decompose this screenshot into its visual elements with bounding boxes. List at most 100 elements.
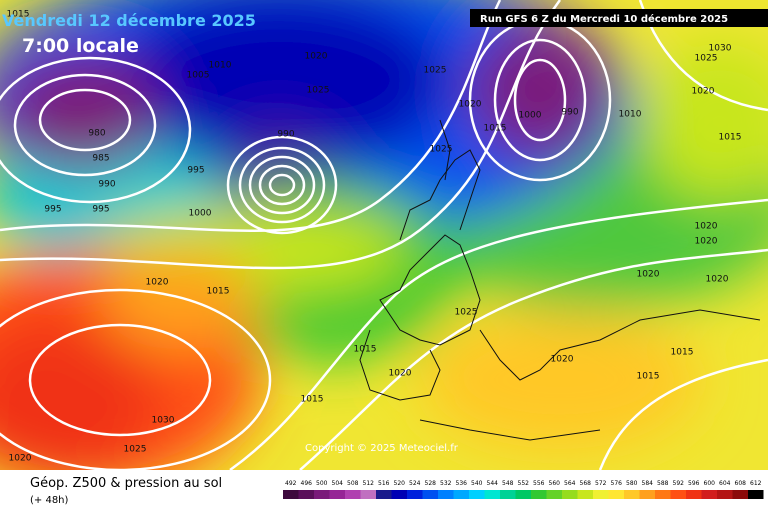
legend-swatch <box>562 490 578 499</box>
isobar-label: 1015 <box>354 345 377 355</box>
isobar-label: 990 <box>98 180 115 190</box>
isobar-label: 1015 <box>484 124 507 134</box>
legend-swatch <box>686 490 702 499</box>
isobar-label: 1020 <box>551 355 574 365</box>
legend-label: 604 <box>719 480 731 487</box>
coastlines <box>359 119 761 441</box>
isobar-label: 1025 <box>695 54 718 64</box>
legend-label: 500 <box>316 480 328 487</box>
isobar-label: 1000 <box>189 209 212 219</box>
copyright: Copyright © 2025 Meteociel.fr <box>305 443 459 454</box>
isobar-label: 1005 <box>187 71 210 81</box>
legend-swatch <box>376 490 392 499</box>
legend-label: 580 <box>626 480 638 487</box>
lead: (+ 48h) <box>30 495 69 506</box>
isobar-label: 1020 <box>692 87 715 97</box>
run-box <box>470 9 768 27</box>
legend-label: 576 <box>611 480 623 487</box>
legend-swatch <box>314 490 330 499</box>
legend-swatch <box>422 490 438 499</box>
legend-label: 512 <box>363 480 375 487</box>
isobar-label: 1020 <box>9 454 32 464</box>
legend-swatch <box>531 490 547 499</box>
legend-label: 540 <box>471 480 483 487</box>
legend-label: 536 <box>456 480 468 487</box>
legend-swatch <box>391 490 407 499</box>
isobar-label: 1015 <box>7 10 30 20</box>
legend-label: 524 <box>409 480 421 487</box>
isobar-label: 1015 <box>301 395 324 405</box>
legend-swatch <box>577 490 593 499</box>
legend-label: 560 <box>549 480 561 487</box>
legend-label: 528 <box>425 480 437 487</box>
legend-swatch <box>639 490 655 499</box>
isobar-label: 1000 <box>519 111 542 121</box>
legend-swatch <box>546 490 562 499</box>
isobar-label: 990 <box>561 108 578 118</box>
legend-swatch <box>329 490 345 499</box>
legend-label: 496 <box>301 480 313 487</box>
isobar-label: 1015 <box>637 372 660 382</box>
legend-swatch <box>469 490 485 499</box>
footer-title: Géop. Z500 & pression au sol <box>30 476 222 491</box>
isobar-label: 1025 <box>124 445 147 455</box>
legend-label: 596 <box>688 480 700 487</box>
legend-label: 552 <box>518 480 530 487</box>
date: Vendredi 12 décembre 2025 <box>2 11 256 30</box>
legend-label: 532 <box>440 480 452 487</box>
legend-swatch <box>670 490 686 499</box>
isobar-label: 1030 <box>709 44 732 54</box>
legend-label: 544 <box>487 480 499 487</box>
isobar-label: 1020 <box>706 275 729 285</box>
isobar-label: 1020 <box>637 270 660 280</box>
isobar-label: 1025 <box>430 145 453 155</box>
legend-label: 592 <box>673 480 685 487</box>
legend-swatch <box>515 490 531 499</box>
legend-swatch <box>624 490 640 499</box>
legend-swatch <box>407 490 423 499</box>
legend-label: 568 <box>580 480 592 487</box>
legend-swatch <box>438 490 454 499</box>
isobar-label: 1030 <box>152 416 175 426</box>
isobars <box>0 0 768 470</box>
isobar-label: 1015 <box>671 348 694 358</box>
isobar-label: 1010 <box>619 110 642 120</box>
isobar-label: 1025 <box>455 308 478 318</box>
legend-swatch <box>298 490 314 499</box>
isobar-label: 1020 <box>459 100 482 110</box>
legend-swatch <box>453 490 469 499</box>
isobar-label: 1020 <box>389 369 412 379</box>
legend-label: 556 <box>533 480 545 487</box>
isobar-label: 1015 <box>719 133 742 143</box>
legend-label: 564 <box>564 480 576 487</box>
legend-swatch <box>608 490 624 499</box>
legend-swatch <box>283 490 299 499</box>
isobar-label: 1020 <box>305 52 328 62</box>
legend-label: 516 <box>378 480 390 487</box>
legend-swatch <box>717 490 733 499</box>
legend-label: 608 <box>735 480 747 487</box>
legend-swatch <box>345 490 361 499</box>
legend-label: 612 <box>750 480 762 487</box>
legend-label: 492 <box>285 480 297 487</box>
legend-label: 572 <box>595 480 607 487</box>
isobar-label: 1020 <box>146 278 169 288</box>
legend-swatch <box>701 490 717 499</box>
legend-swatch <box>593 490 609 499</box>
isobar-label: 1015 <box>207 287 230 297</box>
isobar-label: 995 <box>44 205 61 215</box>
legend-label: 600 <box>704 480 716 487</box>
legend-label: 548 <box>502 480 514 487</box>
legend-swatch <box>748 490 764 499</box>
legend-label: 508 <box>347 480 359 487</box>
isobar-label: 1020 <box>695 222 718 232</box>
isobar-label: 985 <box>92 154 109 164</box>
time: 7:00 locale <box>22 35 139 57</box>
isobar-label: 1025 <box>307 86 330 96</box>
isobar-label: 1020 <box>695 237 718 247</box>
legend-swatch <box>732 490 748 499</box>
legend-swatch <box>484 490 500 499</box>
legend-label: 504 <box>332 480 344 487</box>
